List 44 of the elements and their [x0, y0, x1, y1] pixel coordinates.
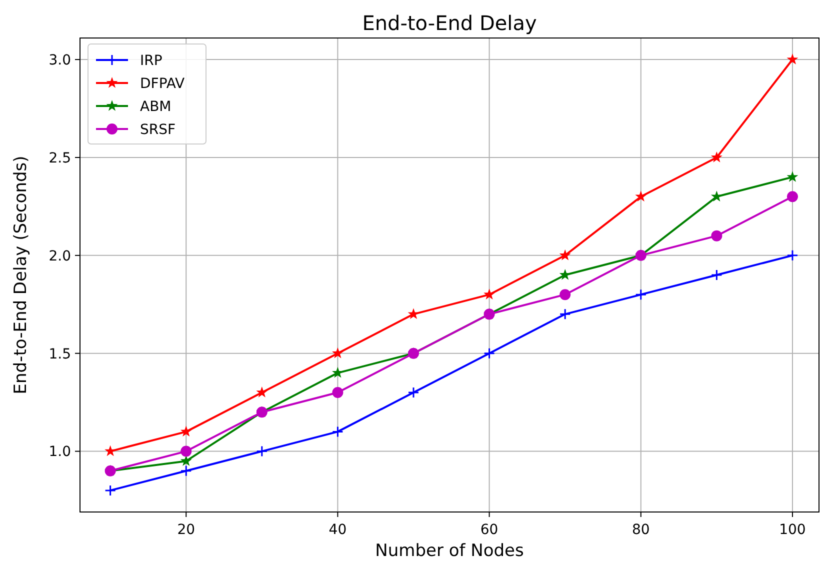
point — [180, 426, 192, 437]
y-axis-title: End-to-End Delay (Seconds) — [11, 156, 31, 394]
point — [484, 348, 496, 360]
point — [408, 386, 420, 398]
point — [786, 54, 798, 64]
point — [408, 308, 420, 320]
point — [180, 455, 192, 466]
y-tick-label: 1.5 — [48, 346, 71, 362]
point — [711, 230, 722, 242]
point — [635, 190, 647, 202]
x-tick-label: 80 — [632, 522, 650, 538]
chart-title: End-to-End Delay — [362, 11, 537, 35]
x-tick-label: 20 — [177, 522, 196, 538]
point — [559, 308, 571, 320]
legend-label: IRP — [140, 52, 162, 69]
point — [180, 465, 192, 477]
x-tick-label: 100 — [779, 522, 806, 538]
point — [332, 347, 344, 358]
point — [180, 446, 192, 457]
x-tick-label: 60 — [480, 522, 498, 538]
point — [635, 288, 647, 300]
point — [256, 446, 268, 458]
point — [710, 151, 722, 162]
point — [560, 289, 571, 300]
y-tick-label: 2.5 — [48, 150, 71, 166]
y-tick-label: 2.0 — [48, 248, 71, 264]
point — [332, 387, 344, 398]
point — [484, 288, 495, 300]
x-axis-title: Number of Nodes — [375, 541, 524, 561]
point — [786, 250, 798, 262]
point — [256, 386, 268, 398]
legend-label: DFPAV — [140, 76, 186, 92]
point — [104, 484, 116, 496]
point — [786, 171, 798, 182]
point — [332, 426, 344, 438]
point — [559, 249, 571, 260]
point — [710, 269, 722, 281]
x-tick-label: 40 — [328, 522, 347, 538]
y-tick-label: 3.0 — [48, 52, 71, 68]
point — [786, 191, 798, 202]
y-tick-label: 1.0 — [48, 444, 71, 460]
point — [104, 445, 116, 456]
legend-label: ABM — [140, 98, 172, 115]
legend-label: SRSF — [140, 122, 176, 138]
